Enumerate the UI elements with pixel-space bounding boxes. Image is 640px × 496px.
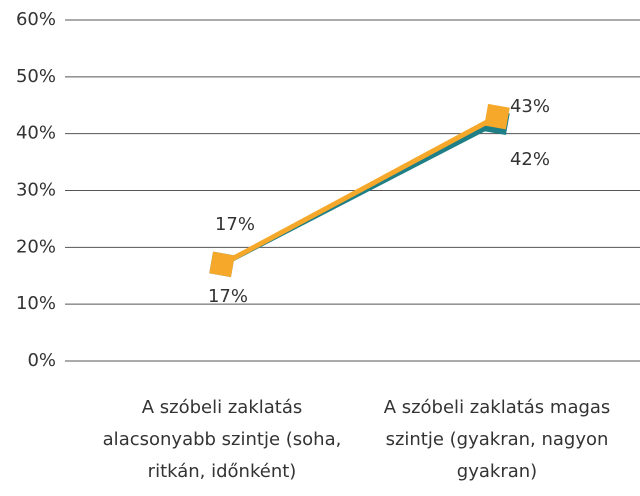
y-tick-label: 50% xyxy=(16,66,56,87)
marker xyxy=(484,103,510,130)
data-label: 17% xyxy=(208,286,248,307)
y-tick-label: 20% xyxy=(16,236,56,257)
x-tick-label: A szóbeli zaklatás magas szintje (gyakra… xyxy=(383,397,611,482)
marker xyxy=(209,251,235,278)
y-tick-label: 30% xyxy=(16,180,56,201)
y-tick-label: 10% xyxy=(16,293,56,314)
x-tick-label: A szóbeli zaklatás alacsonyabb szintje (… xyxy=(102,397,342,482)
data-label: 43% xyxy=(510,96,550,117)
series-line xyxy=(220,114,499,267)
data-label: 42% xyxy=(510,149,550,170)
y-tick-label: 60% xyxy=(16,9,56,30)
data-label: 17% xyxy=(215,214,255,235)
y-tick-label: 0% xyxy=(27,350,56,371)
y-tick-label: 40% xyxy=(16,123,56,144)
